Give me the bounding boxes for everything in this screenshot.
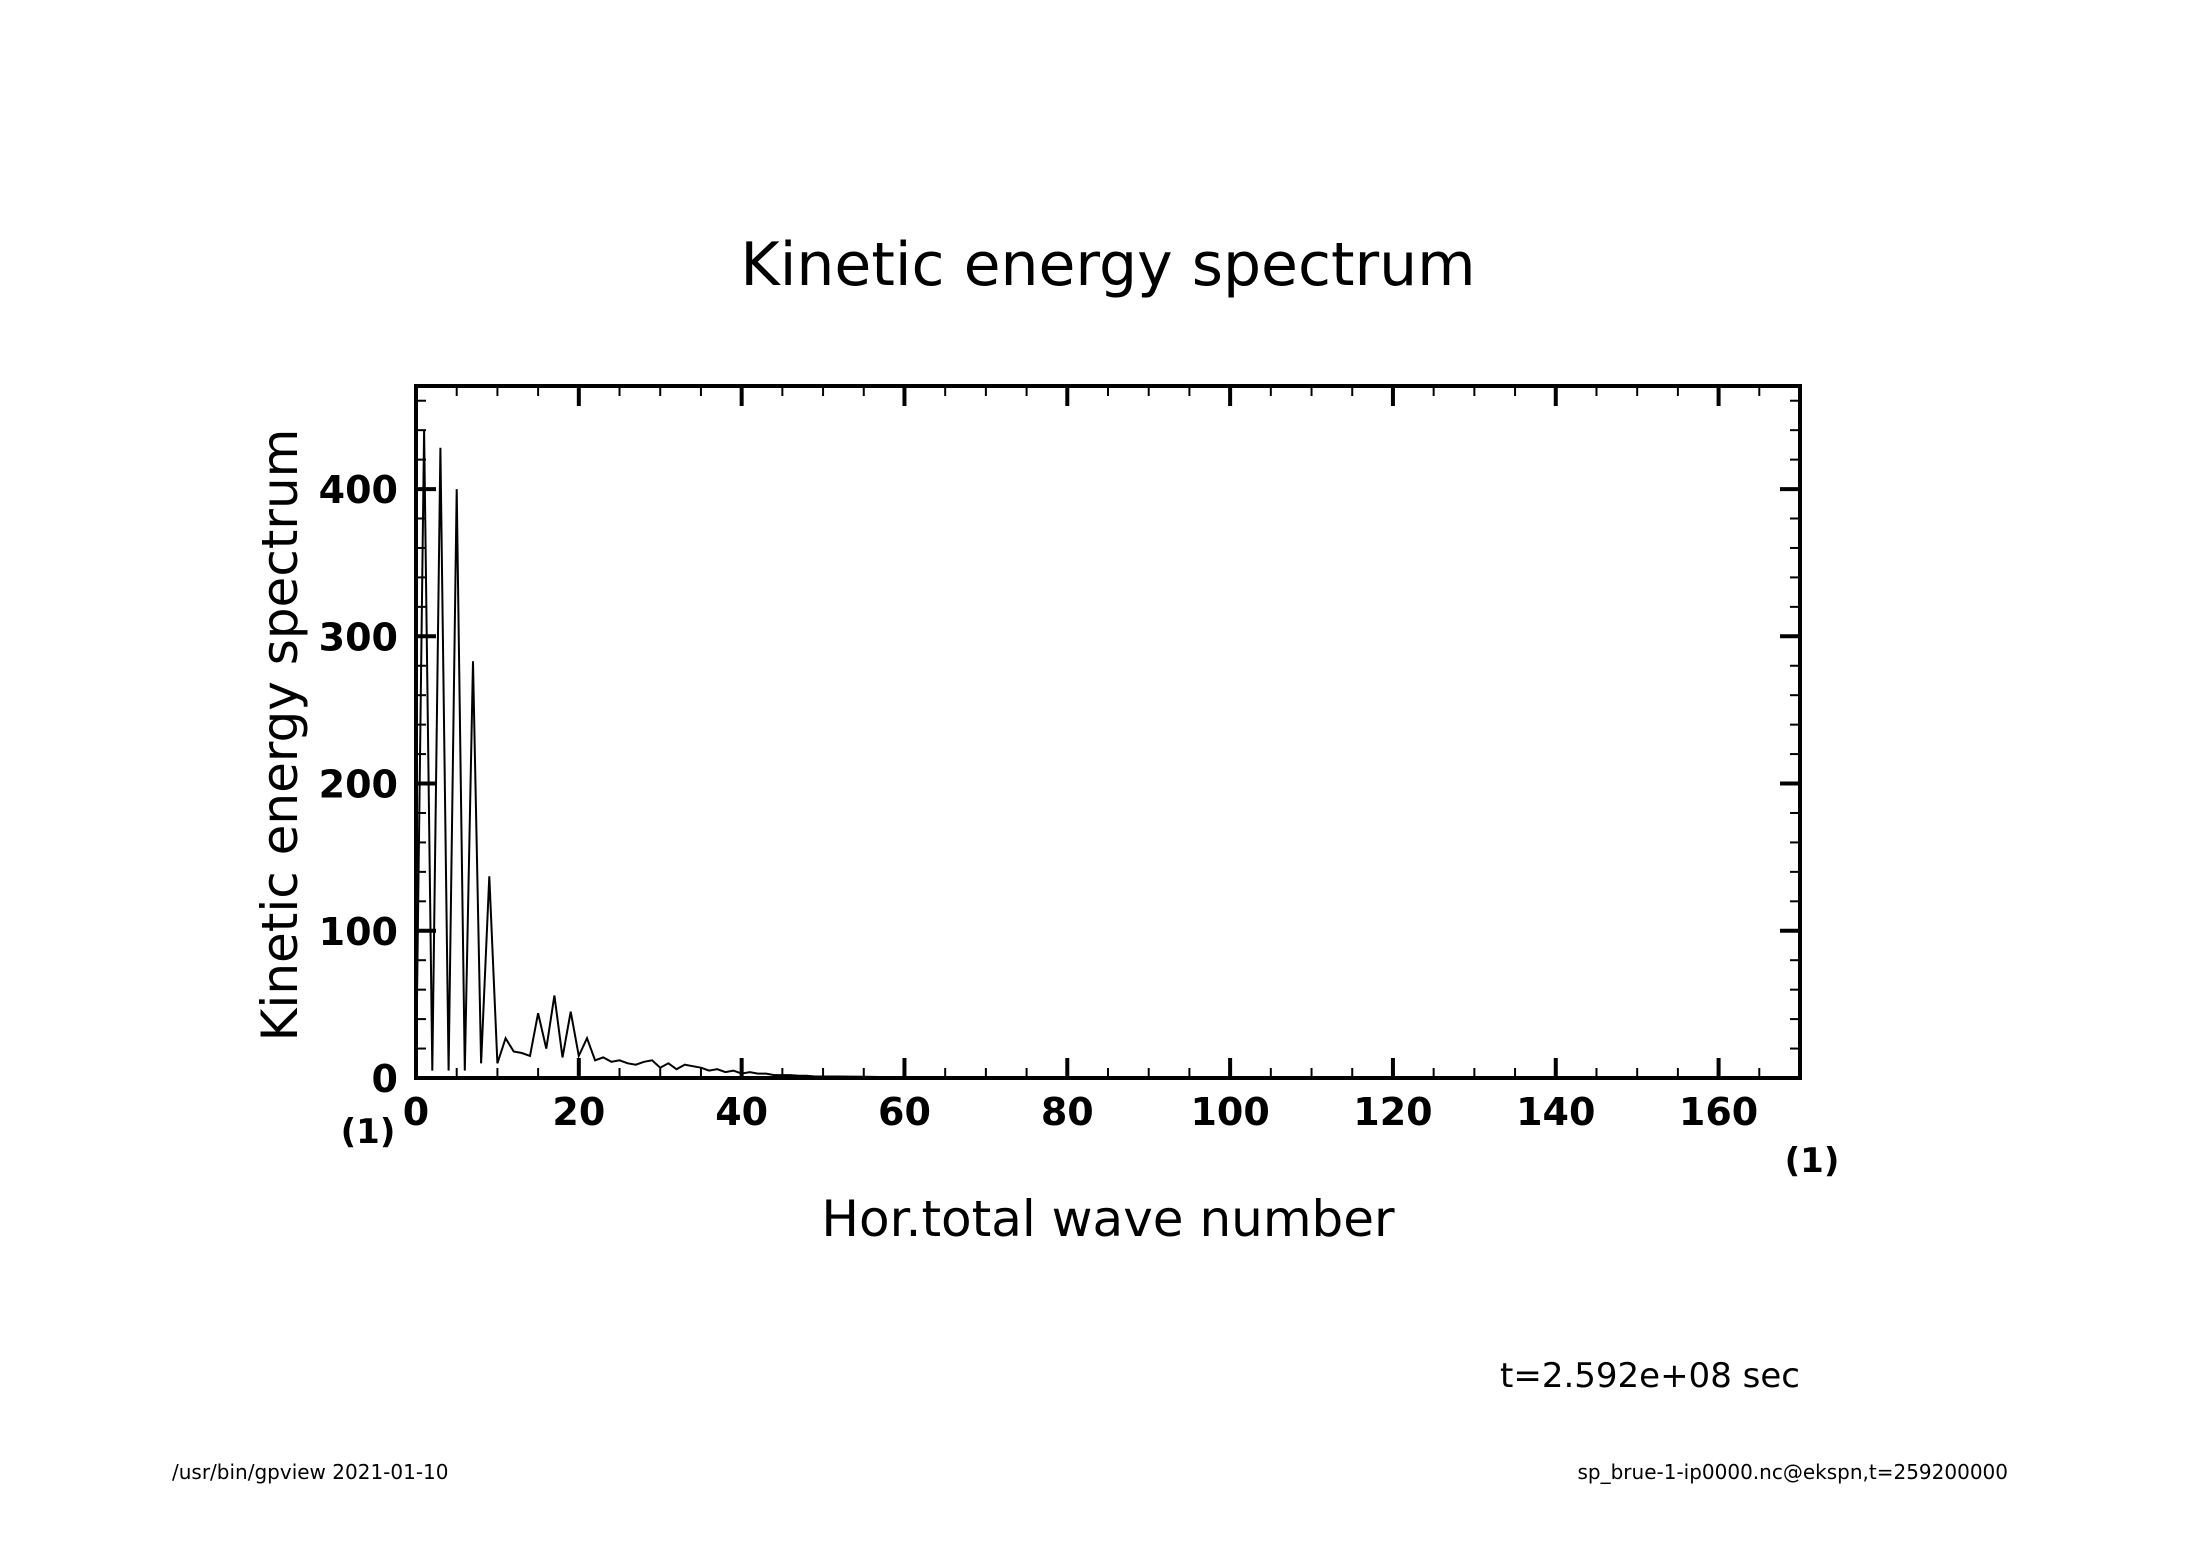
footer-program-date: /usr/bin/gpview 2021-01-10 <box>172 1460 449 1484</box>
series-line <box>415 430 1800 1079</box>
x-tick-label: 160 <box>1679 1090 1758 1134</box>
time-label: t=2.592e+08 sec <box>1500 1356 1800 1396</box>
x-axis-label: Hor.total wave number <box>821 1190 1395 1248</box>
x-tick-label: 0 <box>403 1090 429 1134</box>
y-unit-label: (1) <box>1785 1141 1840 1181</box>
x-tick-label: 60 <box>878 1090 931 1134</box>
plot-frame <box>414 384 1802 1080</box>
y-axis-label: Kinetic energy spectrum <box>251 429 309 1042</box>
x-tick-label: 40 <box>715 1090 768 1134</box>
chart-title: Kinetic energy spectrum <box>740 230 1475 300</box>
x-tick-label: 140 <box>1516 1090 1595 1134</box>
x-tick-label: 20 <box>552 1090 605 1134</box>
y-tick-label: 200 <box>319 763 398 807</box>
y-tick-label: 0 <box>372 1057 398 1101</box>
footer-source-file: sp_brue-1-ip0000.nc@ekspn,t=259200000 <box>1577 1460 2008 1484</box>
y-tick-label: 100 <box>319 910 398 954</box>
x-tick-label: 80 <box>1041 1090 1094 1134</box>
x-tick-label: 120 <box>1353 1090 1432 1134</box>
x-tick-label: 100 <box>1190 1090 1269 1134</box>
y-tick-label: 300 <box>319 615 398 659</box>
y-tick-label: 400 <box>319 468 398 512</box>
x-unit-label: (1) <box>341 1112 396 1152</box>
